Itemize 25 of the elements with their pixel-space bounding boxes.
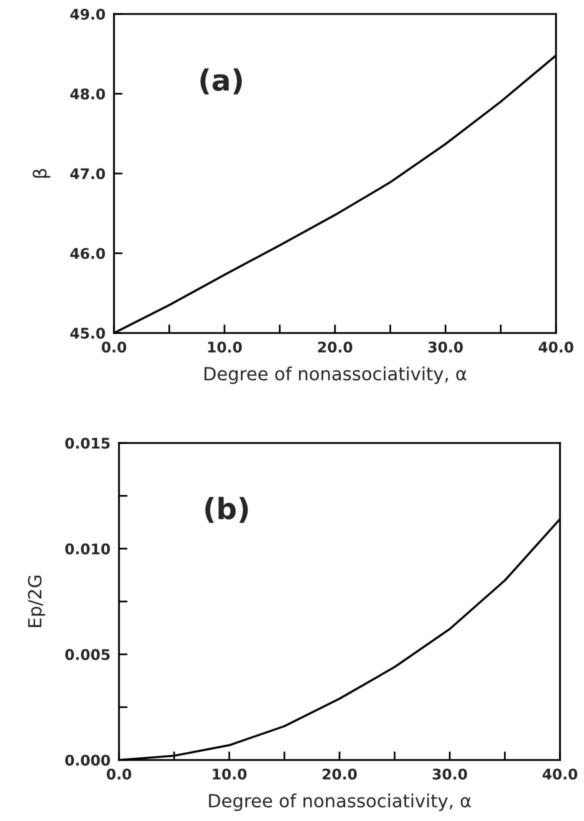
x-axis-title: Degree of nonassociativity, α: [209, 794, 471, 812]
x-tick-label: 40.0: [538, 342, 574, 353]
x-tick-label: 10.0: [212, 768, 247, 780]
x-tick-label: 30.0: [428, 342, 463, 353]
y-axis-title: Ep/2G: [28, 576, 46, 627]
annotation: (a): [200, 68, 242, 94]
x-tick-label: 30.0: [432, 768, 468, 780]
x-tick-label: 0.0: [106, 768, 132, 780]
x-tick-label: 20.0: [318, 342, 352, 353]
y-tick-label: 48.0: [70, 88, 105, 100]
y-tick-label: 0.000: [65, 754, 110, 766]
annotation: (b): [205, 496, 248, 523]
y-axis-title: β: [32, 169, 50, 178]
x-axis-title: Degree of nonassociativity, α: [204, 366, 466, 384]
y-tick-label: 47.0: [70, 168, 105, 180]
y-tick-label: 0.010: [65, 543, 110, 554]
y-tick-label: 45.0: [70, 328, 105, 339]
y-tick-label: 0.015: [65, 438, 110, 449]
x-tick-label: 40.0: [542, 768, 578, 780]
x-tick-label: 20.0: [322, 768, 357, 780]
y-tick-label: 0.005: [65, 649, 110, 660]
x-tick-label: 0.0: [102, 342, 126, 353]
y-tick-label: 46.0: [70, 248, 105, 259]
y-tick-label: 49.0: [70, 8, 105, 20]
x-tick-label: 10.0: [208, 342, 242, 353]
